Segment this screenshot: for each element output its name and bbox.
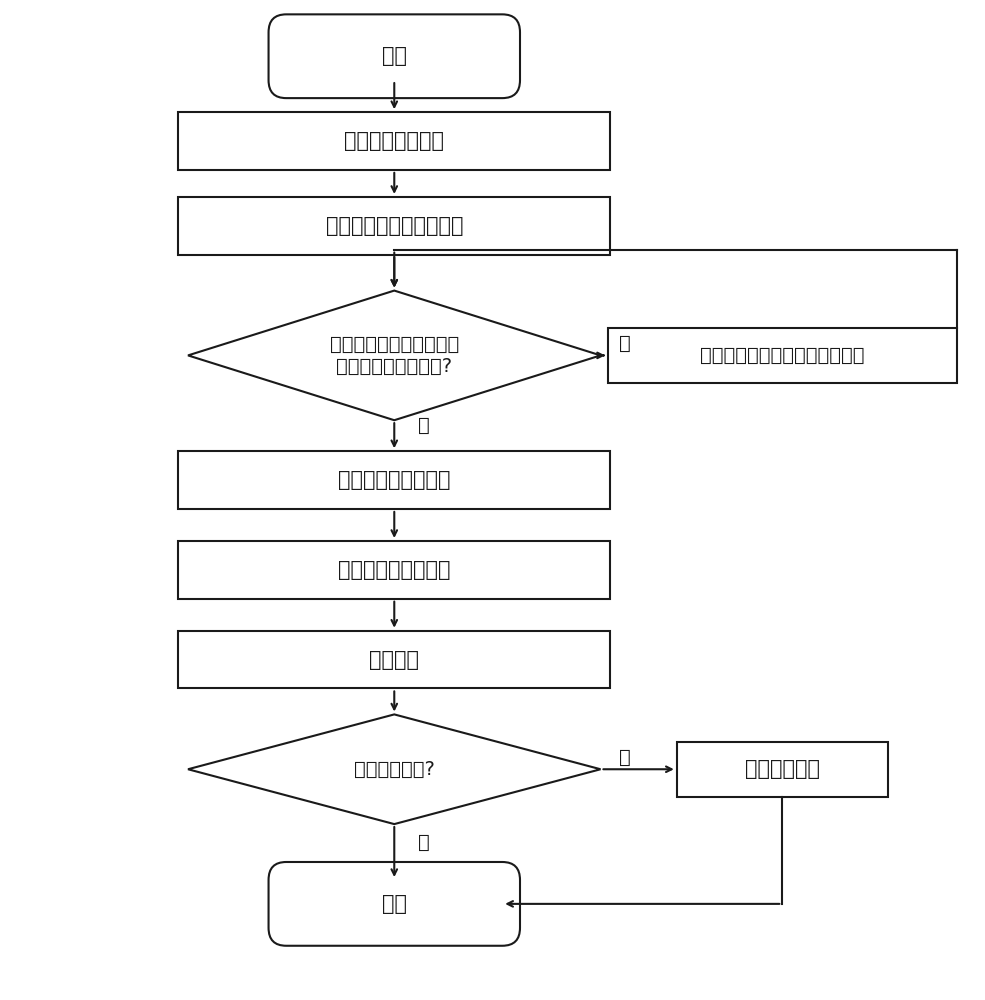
Text: 提示发生错误: 提示发生错误 [745, 759, 820, 779]
FancyBboxPatch shape [269, 862, 520, 946]
Text: 输入存储的药品数量: 输入存储的药品数量 [338, 470, 450, 490]
Text: 否: 否 [620, 334, 631, 353]
Text: 提示用户将抽屉拉出至预订位置: 提示用户将抽屉拉出至预订位置 [700, 346, 865, 365]
Text: 选择存储药品的存储单元: 选择存储药品的存储单元 [325, 216, 463, 236]
Bar [178, 197, 611, 255]
Text: 否: 否 [620, 748, 631, 767]
Text: 是: 是 [418, 416, 429, 435]
FancyBboxPatch shape [269, 14, 520, 98]
Text: 存储药品: 存储药品 [369, 650, 420, 670]
Bar [178, 541, 611, 599]
Text: 存储是否成功?: 存储是否成功? [354, 760, 434, 779]
Polygon shape [188, 291, 601, 420]
Text: 选择待存储的药品: 选择待存储的药品 [345, 131, 444, 151]
Bar [178, 112, 611, 170]
Bar [608, 328, 956, 383]
Bar [178, 451, 611, 509]
Text: 开始: 开始 [382, 46, 407, 66]
Bar [178, 631, 611, 688]
Polygon shape [188, 714, 601, 824]
Text: 是: 是 [418, 833, 429, 852]
Text: 是否已将存储单元所在的
抽屉拉出到预订位置?: 是否已将存储单元所在的 抽屉拉出到预订位置? [330, 335, 459, 376]
Text: 结束: 结束 [382, 894, 407, 914]
Text: 选择药品的过期时间: 选择药品的过期时间 [338, 560, 450, 580]
Bar [677, 742, 887, 797]
